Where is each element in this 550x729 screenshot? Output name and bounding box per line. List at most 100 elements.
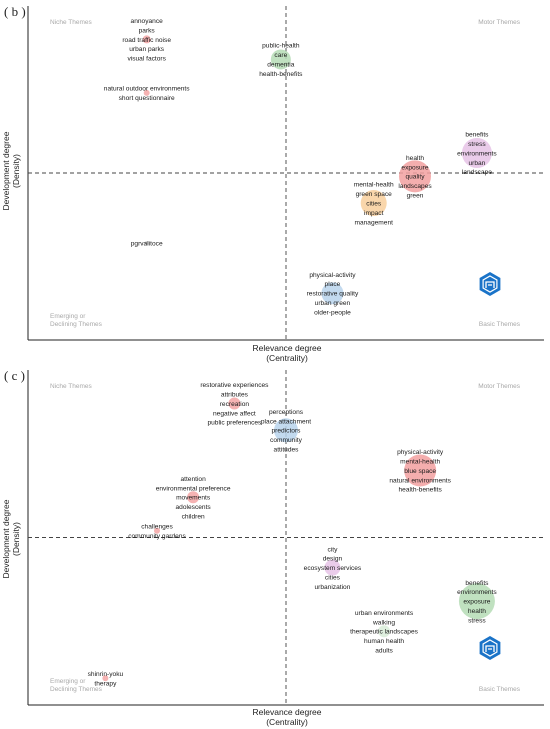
panel-c-quadrant-emerging-line-1: Emerging or xyxy=(50,678,86,685)
panel-c-cluster-4-label-3: movements xyxy=(176,495,211,502)
panel-b-cluster-8-label-3: restorative quality xyxy=(307,291,359,298)
panel-b-quadrant-emerging-line-2: Declining Themes xyxy=(50,321,103,328)
panel-b-plot: Niche Themes Motor Themes Emerging orDecli… xyxy=(27,6,544,341)
panel-b-cluster-bubble-5 xyxy=(399,160,431,193)
panel-b-cluster-1-label-4: urban parks xyxy=(129,46,165,53)
panel-c-cluster-3-label-4: natural environments xyxy=(389,477,451,484)
panel-b-cluster-6-label-2: green space xyxy=(356,191,393,198)
panel-c-cluster-bubble-2 xyxy=(274,418,298,443)
panel-c-cluster-1-label-3: recreation xyxy=(220,401,250,408)
panel-b-cluster-6-label-4: impact xyxy=(364,210,384,217)
panel-c-ylabel-line-2: (Density) xyxy=(11,522,21,557)
panel-b-cluster-1-label-2: parks xyxy=(139,27,156,34)
panel-b-cluster-4-label-1: benefits xyxy=(465,132,489,139)
panel-b-cluster-8-label-5: older-people xyxy=(314,309,351,316)
panel-c-cluster-2-label-5: attitudes xyxy=(274,447,300,454)
panel-c-cluster-2-label-3: predictors xyxy=(272,428,302,435)
panel-b-xlabel: Relevance degree (Centrality) xyxy=(227,343,347,363)
panel-c-cluster-bubble-6 xyxy=(324,559,341,576)
panel-b-cluster-bubble-4 xyxy=(461,137,492,168)
panel-b-cluster-1-label-1: annoyance xyxy=(131,18,164,25)
panel-c-cluster-1-label-5: public preferences xyxy=(207,420,262,427)
panel-b-cluster-5-label-1: health xyxy=(406,155,424,162)
panel-c-cluster-bubble-5 xyxy=(154,527,160,534)
panel-c-ylabel: Development degree (Density) xyxy=(1,474,21,604)
panel-c-cluster-6-label-5: urbanization xyxy=(314,584,350,591)
panel-b-cluster-4-label-5: landscape xyxy=(462,169,492,176)
panel-b-cluster-bubble-2 xyxy=(270,49,291,70)
panel-b-cluster-5-label-3: quality xyxy=(405,174,425,181)
panel-c-cluster-3-label-2: mental-health xyxy=(400,459,440,466)
panel-c-cluster-2-label-1: perceptions xyxy=(269,409,304,416)
panel-c-badge-hexagon xyxy=(479,636,501,660)
panel-b-cluster-8-label-2: place xyxy=(325,281,341,288)
panel-b-cluster-4-label-2: stress xyxy=(468,141,486,148)
panel-b-cluster-6-label-1: mental-health xyxy=(354,182,394,189)
panel-c-cluster-4-label-5: children xyxy=(182,514,205,521)
panel-c-cluster-8-label-2: walking xyxy=(372,619,395,626)
panel-c-ylabel-line-1: Development degree xyxy=(1,499,11,579)
panel-c-cluster-1-label-2: attributes xyxy=(221,392,249,399)
panel-c-cluster-2-label-4: community xyxy=(270,437,303,444)
panel-c-cluster-7-label-3: exposure xyxy=(463,599,490,606)
panel-b-cluster-5-label-2: exposure xyxy=(401,164,428,171)
panel-b-badge-hexagon xyxy=(479,272,501,296)
panel-b-xlabel-line-1: Relevance degree xyxy=(252,343,322,353)
panel-c-cluster-2-label-2: place attachment xyxy=(261,418,311,425)
panel-c-badge-glyph xyxy=(485,645,495,652)
panel-b-ylabel-line-2: (Density) xyxy=(11,154,21,189)
panel-b-xlabel-line-2: (Centrality) xyxy=(266,353,308,363)
panel-c-cluster-5-label-1: challenges xyxy=(141,524,173,531)
panel-b-cluster-3-label-1: natural outdoor environments xyxy=(104,86,190,93)
panel-b-cluster-bubble-7 xyxy=(144,241,149,246)
panel-c-cluster-6-label-3: ecosystem services xyxy=(304,565,362,572)
panel-b-cluster-6-label-5: management xyxy=(354,219,393,226)
panel-b-cluster-8-label-4: urban green xyxy=(315,300,351,307)
panel-b-badge-glyph xyxy=(485,281,495,288)
panel-b-quadrant-basic: Basic Themes xyxy=(479,321,521,328)
panel-b-cluster-2-label-4: health-benefits xyxy=(259,71,303,78)
panel-b-quadrant-niche: Niche Themes xyxy=(50,19,93,26)
panel-c-cluster-bubble-7 xyxy=(458,583,495,620)
panel-c-cluster-3-label-5: health-benefits xyxy=(399,487,443,494)
panel-b-letter: ( b ) xyxy=(4,4,26,19)
panel-c-cluster-7-label-1: benefits xyxy=(465,580,489,587)
panel-b-cluster-1-label-3: road traffic noise xyxy=(122,37,171,44)
panel-c-quadrant-motor: Motor Themes xyxy=(478,383,521,390)
panel-c-mdpi-badge-icon xyxy=(479,636,501,660)
panel-c-xlabel-line-1: Relevance degree xyxy=(252,707,322,717)
panel-b-cluster-4-label-4: urban xyxy=(468,160,485,167)
panel-c-cluster-6-label-1: city xyxy=(327,546,338,553)
panel-c-cluster-1-label-4: negative affect xyxy=(213,410,256,417)
panel-b-cluster-bubble-8 xyxy=(321,282,344,305)
panel-c-cluster-7-label-4: health xyxy=(468,608,486,615)
panel-b-cluster-3-label-2: short questionnaire xyxy=(119,95,175,102)
panel-b-cluster-2-label-1: public-health xyxy=(262,43,300,50)
panel-c-cluster-4-label-2: environmental preference xyxy=(156,485,231,492)
panel-b-cluster-6-label-3: cities xyxy=(366,200,382,207)
panel-b-cluster-5-label-4: landscapes xyxy=(398,183,432,190)
panel-b-ylabel: Development degree (Density) xyxy=(1,106,21,236)
panel-c-cluster-4-label-4: adolescents xyxy=(176,504,212,511)
panel-b-cluster-4-label-3: environments xyxy=(457,150,497,157)
panel-c-badge-inner xyxy=(482,639,498,657)
panel-c-cluster-3-label-1: physical-activity xyxy=(397,449,444,456)
panel-c-cluster-5-label-2: community gardens xyxy=(128,533,186,540)
panel-b-cluster-bubble-6 xyxy=(360,190,387,217)
panel-c-cluster-bubble-8 xyxy=(378,625,391,638)
panel-b-quadrant-emerging-line-1: Emerging or xyxy=(50,313,86,320)
panel-c-cluster-bubble-3 xyxy=(404,454,437,487)
panel-b-ylabel-line-1: Development degree xyxy=(1,131,11,211)
panel-c-plot: Niche Themes Motor Themes Emerging orDecli… xyxy=(27,370,544,706)
panel-b: Niche Themes Motor Themes Emerging or Decli… xyxy=(0,0,550,364)
panel-c-letter: ( c ) xyxy=(4,368,25,383)
panel-c-cluster-7-label-2: environments xyxy=(457,589,497,596)
panel-c-cluster-3-label-3: blue space xyxy=(404,468,436,475)
panel-c: Niche Themes Motor Themes Emerging or Decli… xyxy=(0,364,550,729)
panel-c-cluster-bubble-9 xyxy=(102,675,109,682)
panel-c-cluster-9-label-2: therapy xyxy=(94,680,117,687)
panel-c-quadrant-niche: Niche Themes xyxy=(50,383,93,390)
panel-b-cluster-1-label-5: visual factors xyxy=(127,56,166,63)
panel-b-mdpi-badge-icon xyxy=(479,272,501,296)
panel-c-cluster-8-label-5: adults xyxy=(375,648,393,655)
